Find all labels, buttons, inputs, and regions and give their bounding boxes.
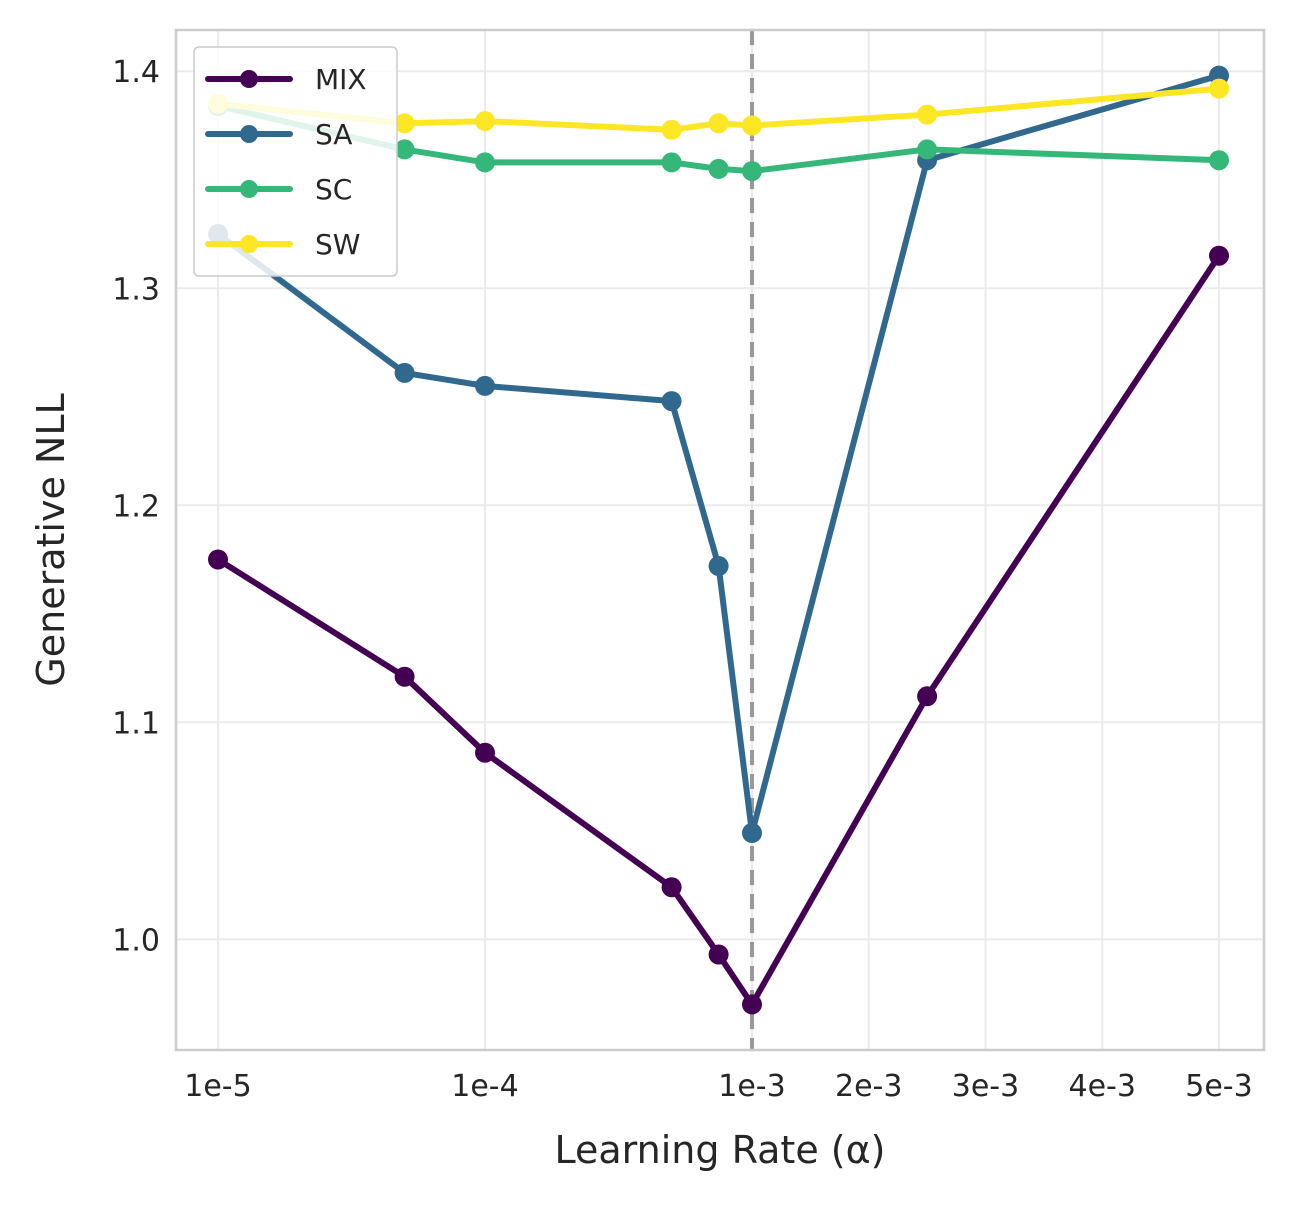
series-mix [208, 245, 1229, 1015]
series-line-sw [215, 85, 1222, 133]
data-point-sw [394, 113, 415, 134]
data-point-sw [917, 104, 938, 125]
data-point-mix [1209, 245, 1229, 266]
data-point-mix [708, 944, 729, 965]
x-tick-label: 2e-3 [835, 1069, 902, 1104]
legend-entry-sc: SC [205, 173, 352, 206]
data-point-sw [1209, 78, 1229, 99]
data-point-sc [708, 158, 729, 179]
legend-entry-sw: SW [205, 228, 360, 261]
data-point-mix [917, 686, 938, 707]
legend: MIX SA SC SW [193, 46, 398, 277]
data-point-sc [742, 161, 762, 182]
x-axis-title: Learning Rate (α) [555, 1128, 886, 1172]
y-tick-label: 1.1 [112, 706, 160, 741]
data-point-sw [661, 119, 682, 140]
legend-swatch-marker [240, 70, 258, 88]
legend-label: SC [315, 173, 352, 206]
x-tick-label: 1e-3 [718, 1069, 785, 1104]
data-point-sw [708, 113, 729, 134]
x-tick-labels: 1e-5 1e-4 1e-3 2e-3 3e-3 4e-3 5e-3 [184, 1069, 1252, 1104]
x-tick-label: 4e-3 [1069, 1069, 1136, 1104]
legend-label: SA [315, 118, 352, 151]
x-tick-label: 1e-4 [451, 1069, 518, 1104]
data-point-sa [708, 556, 729, 576]
series-sa [208, 65, 1229, 843]
legend-entry-sa: SA [205, 118, 352, 151]
series-line-mix [215, 252, 1222, 1008]
data-point-mix [208, 549, 228, 570]
data-point-mix [394, 666, 415, 687]
legend-swatch-marker [240, 180, 258, 198]
data-point-mix [661, 877, 682, 898]
data-point-sc [917, 139, 938, 160]
plot-frame [174, 28, 1266, 1052]
data-point-mix [742, 994, 762, 1015]
data-point-sc [1209, 150, 1229, 171]
data-point-sa [394, 362, 415, 383]
legend-swatch-marker [240, 235, 258, 253]
data-point-sc [475, 152, 495, 173]
data-point-sw [742, 115, 762, 136]
data-point-sa [661, 391, 682, 412]
series-group [208, 65, 1229, 1015]
y-tick-labels: 1.0 1.1 1.2 1.3 1.4 [112, 55, 160, 958]
y-tick-label: 1.3 [112, 272, 160, 307]
data-point-sa [742, 823, 762, 843]
x-tick-label: 5e-3 [1185, 1069, 1252, 1104]
data-point-sa [475, 375, 495, 396]
y-tick-label: 1.4 [112, 55, 160, 90]
x-tick-label: 1e-5 [184, 1069, 251, 1104]
data-point-sc [394, 139, 415, 160]
legend-swatch-marker [240, 125, 258, 143]
series-line-sa [215, 72, 1222, 836]
legend-box [193, 46, 398, 277]
legend-label: MIX [315, 63, 367, 96]
data-point-mix [475, 742, 495, 763]
y-tick-label: 1.2 [112, 489, 160, 524]
x-tick-label: 3e-3 [952, 1069, 1019, 1104]
legend-entry-mix: MIX [205, 63, 367, 96]
data-point-sc [661, 152, 682, 173]
legend-label: SW [315, 228, 360, 261]
y-axis-title: Generative NLL [29, 393, 73, 686]
data-point-sw [475, 111, 495, 132]
y-tick-label: 1.0 [112, 923, 160, 958]
series-line-sc [215, 103, 1222, 175]
